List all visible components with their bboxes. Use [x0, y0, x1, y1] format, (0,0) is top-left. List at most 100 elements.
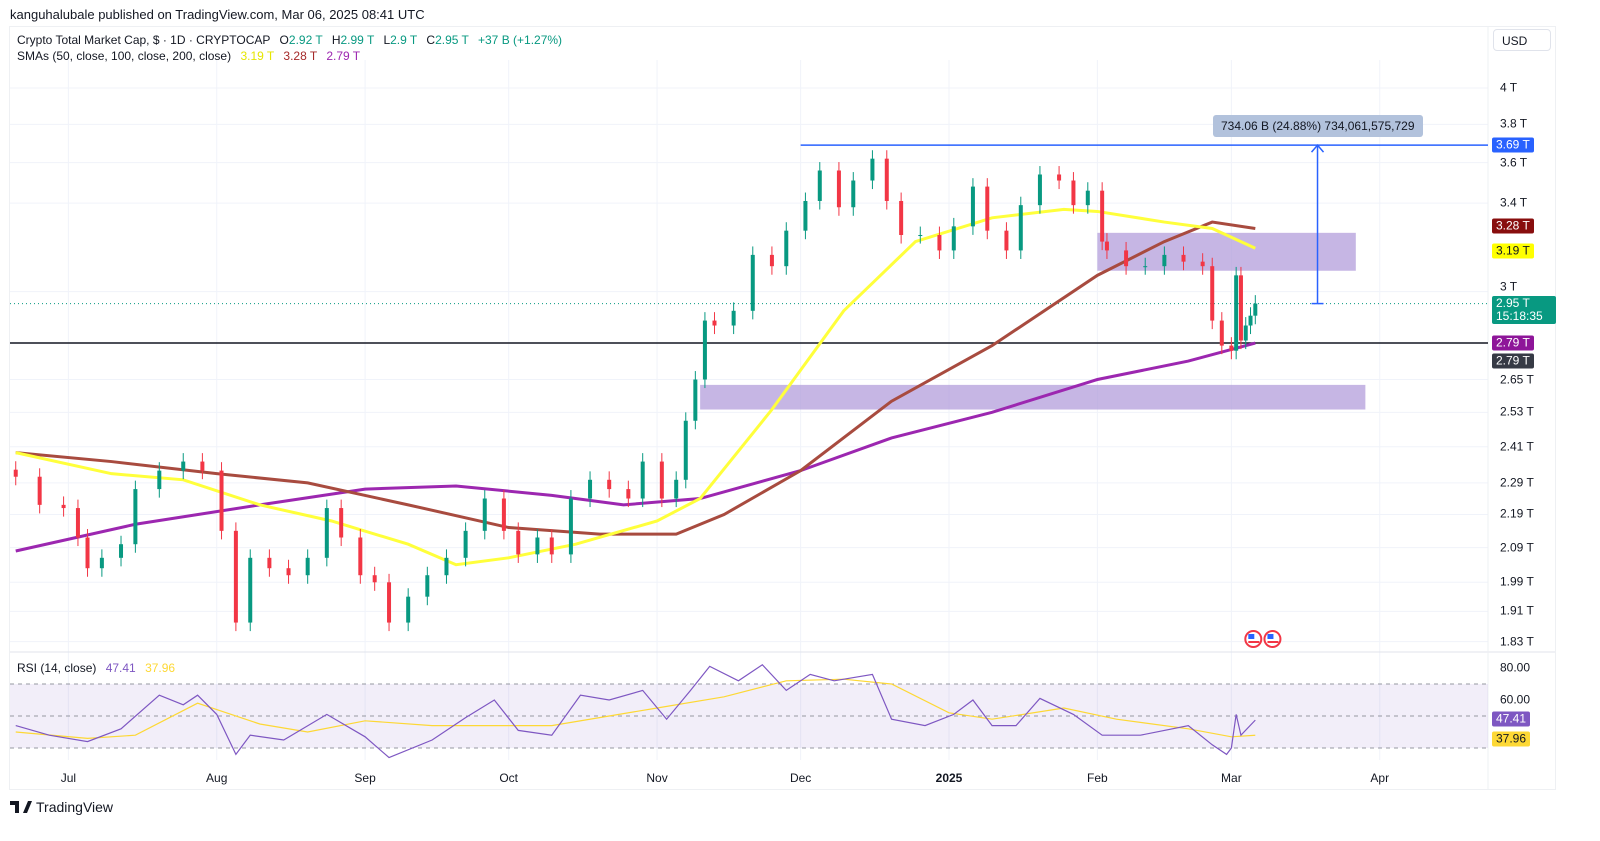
rsi-tag: 37.96: [1492, 731, 1531, 747]
sma200-value: 2.79 T: [326, 49, 361, 63]
candle-body: [899, 200, 904, 236]
rsi-title[interactable]: RSI (14, close): [17, 661, 97, 675]
close-value: 2.95 T: [435, 33, 469, 47]
price-tick-label: 3.6 T: [1500, 155, 1528, 170]
candle-body: [286, 568, 291, 576]
time-tick-label: Nov: [646, 771, 668, 785]
candle-body: [1143, 266, 1148, 268]
candle-body: [607, 479, 612, 490]
rsi-ma-value: 37.96: [145, 661, 176, 675]
publisher-line: kanguhalubale published on TradingView.c…: [10, 7, 425, 22]
price-tag: 2.95 T 15:18:35: [1492, 295, 1556, 324]
time-tick-label: Apr: [1370, 771, 1390, 785]
candle-body: [1243, 325, 1248, 341]
candle-body: [267, 557, 272, 569]
candle-body: [1238, 275, 1243, 341]
candle-body: [1248, 315, 1253, 326]
candle-body: [482, 498, 487, 531]
candle-body: [918, 235, 923, 237]
price-tick-label: 2.53 T: [1500, 404, 1534, 419]
candle-body: [1229, 345, 1234, 351]
candle-body: [1018, 205, 1023, 251]
candle-body: [516, 530, 521, 555]
tag-value: 2.79 T: [1496, 335, 1530, 350]
candle-body: [712, 320, 717, 326]
symbol-title[interactable]: Crypto Total Market Cap, $ · 1D · CRYPTO…: [17, 33, 271, 47]
price-tick-label: 2.65 T: [1500, 372, 1534, 386]
price-tag: 2.79 T: [1492, 353, 1534, 369]
tag-value: 47.41: [1496, 711, 1527, 726]
price-tick-label: 4 T: [1500, 80, 1518, 95]
candle-body: [568, 498, 573, 555]
high-value: 2.99 T: [340, 33, 375, 47]
price-tag: 2.79 T: [1492, 335, 1534, 351]
candle-body: [1104, 241, 1109, 251]
candle-body: [1181, 254, 1186, 262]
candle-body: [501, 498, 506, 531]
candle-body: [75, 508, 80, 538]
candle-body: [588, 479, 593, 499]
candle-body: [13, 469, 18, 477]
candle-body: [870, 158, 875, 181]
candle-body: [836, 170, 841, 208]
rsi-legend: RSI (14, close) 47.41 37.96: [17, 661, 175, 675]
price-tick-label: 1.91 T: [1500, 603, 1534, 618]
price-tick-label: 2.29 T: [1500, 475, 1534, 490]
candle-body: [219, 470, 224, 531]
price-tag: 3.19 T: [1492, 243, 1534, 259]
time-tick-label: Aug: [206, 771, 228, 785]
currency-button[interactable]: USD: [1493, 29, 1551, 51]
symbol-legend: Crypto Total Market Cap, $ · 1D · CRYPTO…: [17, 33, 562, 47]
open-value: 2.92 T: [288, 33, 323, 47]
high-label: H: [331, 33, 341, 47]
candle-body: [324, 508, 329, 558]
candle-body: [659, 461, 664, 499]
candle-body: [803, 200, 808, 231]
candle-body: [702, 320, 707, 380]
candle-body: [181, 461, 186, 471]
price-tick-label: 3.4 T: [1500, 195, 1528, 210]
candle-body: [99, 557, 104, 569]
us-flag-icon-canton: [1248, 634, 1255, 639]
time-tick-label: Feb: [1087, 771, 1108, 785]
rsi-line: [15, 664, 1256, 759]
price-tick-label: 1.83 T: [1500, 634, 1534, 649]
sma-title[interactable]: SMAs (50, close, 100, close, 200, close): [17, 49, 232, 63]
tag-value: 3.19 T: [1496, 243, 1530, 258]
price-tag: 3.28 T: [1492, 218, 1534, 233]
candle-body: [985, 186, 990, 231]
candle-body: [784, 230, 789, 267]
candle-body: [305, 557, 310, 576]
price-tag: 3.69 T: [1492, 137, 1534, 153]
candle-body: [339, 508, 344, 538]
lower-support-zone: [700, 384, 1366, 410]
time-tick-label: Jul: [60, 771, 77, 785]
time-tick-label: 2025: [935, 771, 963, 785]
sma50-line: [15, 207, 1256, 567]
tradingview-brand[interactable]: TradingView: [10, 799, 113, 815]
candle-body: [626, 489, 631, 499]
rsi-tick-label: 80.00: [1500, 660, 1531, 675]
sma100-value: 3.28 T: [283, 49, 317, 63]
candle-body: [884, 158, 889, 201]
price-tick-label: 2.41 T: [1500, 439, 1534, 454]
candle-body: [200, 461, 205, 471]
candle-body: [1037, 174, 1042, 206]
candle-body: [674, 479, 679, 499]
candle-body: [951, 226, 956, 251]
time-tick-label: Oct: [499, 771, 519, 785]
price-tick-label: 3.8 T: [1500, 116, 1528, 131]
candle-body: [769, 254, 774, 267]
rsi-tag: 47.41: [1492, 711, 1531, 727]
candle-body: [119, 544, 124, 558]
candle-body: [248, 557, 253, 623]
price-tick-label: 2.09 T: [1500, 540, 1534, 555]
bar-countdown: 15:18:35: [1496, 308, 1543, 323]
measure-arrow-head: [1310, 143, 1325, 153]
candle-body: [937, 235, 942, 251]
candle-body: [683, 420, 688, 480]
candle-body: [970, 186, 975, 227]
low-label: L: [383, 33, 391, 47]
chart-frame: [9, 26, 1556, 790]
